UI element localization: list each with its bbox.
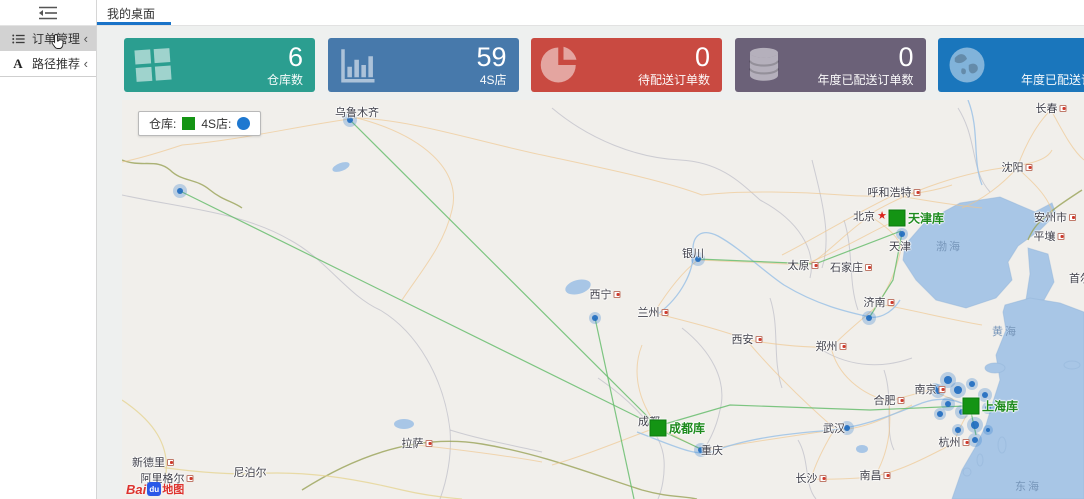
baidu-paw-icon: du bbox=[147, 482, 162, 496]
store-marker[interactable] bbox=[978, 388, 992, 402]
stat-value: 0 bbox=[694, 42, 710, 72]
main-area: 我的桌面 6仓库数594S店0待配送订单数0年度已配送订单数年度已配送订单数 bbox=[97, 0, 1084, 499]
delivery-route-line bbox=[868, 232, 903, 319]
store-marker[interactable] bbox=[934, 408, 946, 420]
tab-bar: 我的桌面 bbox=[97, 0, 1084, 26]
sidebar-item-label: 路径推荐 bbox=[32, 57, 81, 71]
list-icon bbox=[9, 32, 27, 46]
stat-label: 待配送订单数 bbox=[637, 73, 710, 87]
store-marker[interactable] bbox=[691, 252, 705, 266]
delivery-route-line bbox=[659, 429, 702, 450]
legend-store-label: 4S店: bbox=[201, 117, 232, 131]
store-marker[interactable] bbox=[940, 372, 956, 388]
store-marker[interactable] bbox=[862, 311, 876, 325]
stat-value: 6 bbox=[287, 42, 303, 72]
windows-icon bbox=[124, 38, 182, 92]
stat-label: 4S店 bbox=[479, 73, 507, 87]
stat-value bbox=[996, 44, 1084, 71]
chevron-left-icon: ‹ bbox=[83, 31, 88, 46]
db-icon bbox=[735, 38, 793, 92]
store-marker[interactable] bbox=[968, 433, 982, 447]
stat-value: 0 bbox=[898, 42, 914, 72]
pie-icon bbox=[531, 38, 589, 92]
legend-warehouse-label: 仓库: bbox=[149, 117, 177, 131]
baidu-logo-bai: Bai bbox=[126, 481, 147, 497]
warehouse-label: 成都库 bbox=[669, 421, 706, 436]
store-marker[interactable] bbox=[343, 113, 357, 127]
store-marker[interactable] bbox=[983, 425, 993, 435]
stat-card-1: 59 4S店 bbox=[327, 38, 519, 92]
warehouse-label: 天津库 bbox=[908, 211, 945, 226]
store-swatch-icon bbox=[237, 117, 251, 130]
content-area: 6仓库数594S店0待配送订单数0年度已配送订单数年度已配送订单数 bbox=[97, 26, 1084, 499]
sidebar-divider bbox=[0, 76, 96, 77]
sidebar-item-label: 订单管理 bbox=[32, 32, 81, 46]
map-geography bbox=[122, 100, 1084, 499]
stat-card-4: 年度已配送订单数 bbox=[938, 38, 1084, 92]
chevron-left-icon: ‹ bbox=[83, 56, 88, 71]
store-marker[interactable] bbox=[173, 184, 187, 198]
store-marker[interactable] bbox=[930, 383, 940, 393]
collapse-sidebar-icon[interactable] bbox=[38, 6, 58, 20]
delivery-route-line bbox=[697, 230, 902, 265]
warehouse-label: 上海库 bbox=[982, 399, 1019, 414]
warehouse-swatch-icon bbox=[182, 117, 196, 130]
sidebar-item-1[interactable]: A 路径推荐 ‹ bbox=[0, 51, 96, 76]
bars-icon bbox=[328, 38, 386, 92]
warehouse-marker[interactable] bbox=[649, 419, 667, 437]
sidebar-item-0[interactable]: 订单管理 ‹ bbox=[0, 26, 96, 51]
map-legend: 仓库: 4S店: bbox=[138, 111, 262, 136]
store-marker[interactable] bbox=[694, 443, 708, 457]
stat-value: 59 bbox=[476, 42, 507, 72]
warehouse-marker[interactable] bbox=[962, 397, 980, 415]
baidu-logo-map: 地图 bbox=[162, 484, 185, 496]
sidebar: 订单管理 ‹ A 路径推荐 ‹ bbox=[0, 0, 97, 499]
route-icon: A bbox=[13, 55, 23, 71]
delivery-route-line bbox=[657, 404, 966, 427]
stat-label: 年度已配送订单数 bbox=[817, 73, 914, 87]
delivery-route-line bbox=[349, 119, 659, 428]
store-marker[interactable] bbox=[896, 228, 908, 240]
store-marker[interactable] bbox=[589, 312, 601, 324]
store-marker[interactable] bbox=[840, 421, 854, 435]
tab-label: 我的桌面 bbox=[107, 7, 156, 21]
store-marker[interactable] bbox=[966, 378, 978, 390]
baidu-logo[interactable]: Bai du 地图 bbox=[126, 481, 184, 497]
tab-my-desktop[interactable]: 我的桌面 bbox=[97, 0, 172, 25]
stat-card-0: 6 仓库数 bbox=[124, 38, 315, 92]
baidu-map[interactable]: 乌鲁木齐呼和浩特北京★天津石家庄太原银川济南西宁兰州西安郑州合肥南京武汉重庆成都… bbox=[122, 100, 1084, 499]
delivery-route-line bbox=[179, 190, 659, 428]
store-marker[interactable] bbox=[982, 402, 994, 414]
sidebar-menu: 订单管理 ‹ A 路径推荐 ‹ bbox=[0, 26, 96, 76]
globe-icon bbox=[938, 38, 996, 92]
stat-card-3: 0 年度已配送订单数 bbox=[734, 38, 926, 92]
stat-label: 年度已配送订单数 bbox=[1020, 73, 1084, 87]
store-marker[interactable] bbox=[952, 424, 964, 436]
store-marker[interactable] bbox=[967, 417, 983, 433]
stat-card-2: 0 待配送订单数 bbox=[531, 38, 722, 92]
store-marker[interactable] bbox=[941, 397, 955, 411]
store-marker[interactable] bbox=[950, 382, 966, 398]
stat-cards-row: 6仓库数594S店0待配送订单数0年度已配送订单数年度已配送订单数 bbox=[124, 38, 1084, 92]
warehouse-marker[interactable] bbox=[888, 209, 906, 227]
stat-label: 仓库数 bbox=[266, 73, 303, 87]
delivery-route-line bbox=[594, 317, 635, 499]
